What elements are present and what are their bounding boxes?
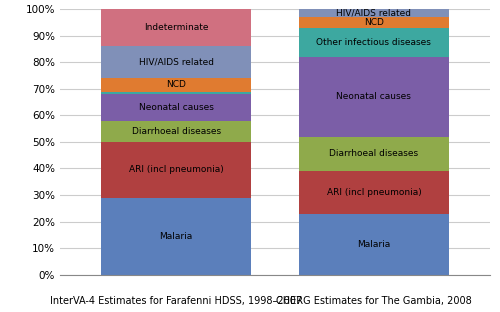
Text: HIV/AIDS related: HIV/AIDS related: [336, 9, 411, 18]
Text: ARI (incl pneumonia): ARI (incl pneumonia): [128, 165, 224, 174]
Bar: [101, 94, 252, 121]
Bar: [298, 213, 449, 275]
Text: Diarrhoeal diseases: Diarrhoeal diseases: [132, 127, 220, 136]
Bar: [101, 9, 252, 46]
Text: Indeterminate: Indeterminate: [144, 23, 208, 32]
Text: ARI (incl pneumonia): ARI (incl pneumonia): [326, 188, 422, 197]
Bar: [101, 46, 252, 78]
Bar: [298, 57, 449, 137]
Text: HIV/AIDS related: HIV/AIDS related: [138, 58, 214, 67]
Text: CHERG Estimates for The Gambia, 2008: CHERG Estimates for The Gambia, 2008: [276, 296, 472, 306]
Bar: [101, 78, 252, 92]
Bar: [101, 142, 252, 198]
Text: NCD: NCD: [166, 80, 186, 90]
Bar: [298, 137, 449, 171]
Text: Malaria: Malaria: [160, 232, 192, 241]
Text: Neonatal causes: Neonatal causes: [336, 92, 411, 101]
Bar: [298, 171, 449, 213]
Text: NCD: NCD: [364, 18, 384, 27]
Bar: [298, 9, 449, 17]
Bar: [298, 28, 449, 57]
Bar: [101, 121, 252, 142]
Text: Malaria: Malaria: [358, 240, 390, 249]
Text: Other infectious diseases: Other infectious diseases: [316, 38, 432, 47]
Text: Diarrhoeal diseases: Diarrhoeal diseases: [330, 149, 418, 158]
Bar: [298, 17, 449, 28]
Bar: [101, 92, 252, 94]
Bar: [101, 198, 252, 275]
Text: InterVA-4 Estimates for Farafenni HDSS, 1998–2007: InterVA-4 Estimates for Farafenni HDSS, …: [50, 296, 302, 306]
Text: Neonatal causes: Neonatal causes: [138, 103, 214, 112]
